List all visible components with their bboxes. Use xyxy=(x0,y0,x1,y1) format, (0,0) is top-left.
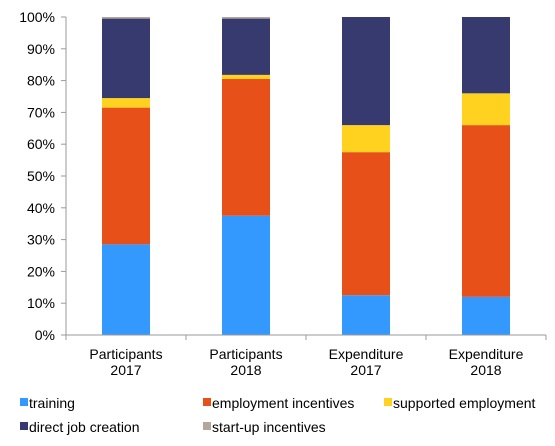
bar-segment-direct-job-creation-1 xyxy=(102,18,150,99)
bar-segment-supported-employment-1 xyxy=(102,98,150,108)
legend-label: start-up incentives xyxy=(212,419,326,435)
legend-swatch xyxy=(20,398,28,406)
bar-segment-direct-job-creation-4 xyxy=(462,17,510,94)
x-tick-label: Expenditure 2017 xyxy=(329,346,404,378)
x-tick-label: Participants 2018 xyxy=(209,346,282,378)
legend-entry-employment-incentives: employment incentives xyxy=(203,395,354,411)
bar-segment-supported-employment-3 xyxy=(342,125,390,153)
legend-entry-start-up-incentives: start-up incentives xyxy=(203,419,326,435)
y-tick-label: 100% xyxy=(19,9,55,25)
y-tick-label: 50% xyxy=(27,168,55,184)
legend-swatch xyxy=(203,422,211,430)
y-tick-label: 0% xyxy=(35,327,55,343)
bar-segment-employment-incentives-2 xyxy=(222,79,270,216)
legend-entry-direct-job-creation: direct job creation xyxy=(20,419,140,435)
bar-segment-training-1 xyxy=(102,244,150,335)
bar-segment-training-4 xyxy=(462,296,510,335)
bar-segment-direct-job-creation-2 xyxy=(222,18,270,75)
y-tick-label: 30% xyxy=(27,232,55,248)
bar-segment-employment-incentives-3 xyxy=(342,152,390,296)
legend-swatch xyxy=(203,398,211,406)
bar-segment-direct-job-creation-3 xyxy=(342,17,390,126)
bar-segment-employment-incentives-1 xyxy=(102,107,150,245)
bar-segment-start-up-incentives-2 xyxy=(222,17,270,19)
y-tick-label: 70% xyxy=(27,104,55,120)
bar-segment-employment-incentives-4 xyxy=(462,125,510,297)
legend-swatch xyxy=(20,422,28,430)
y-tick-label: 60% xyxy=(27,136,55,152)
axes-layer: 0% 10% 20% 30% 40% 50% 60% 70% 80% 90% 100% Partici… xyxy=(19,9,547,378)
y-tick-label: 80% xyxy=(27,73,55,89)
bar-segment-training-3 xyxy=(342,295,390,335)
bar-segment-supported-employment-2 xyxy=(222,74,270,80)
x-tick-label: Expenditure 2018 xyxy=(449,346,524,378)
y-tick-label: 20% xyxy=(27,263,55,279)
legend-entry-supported-employment: supported employment xyxy=(384,395,536,411)
bar-segment-training-2 xyxy=(222,215,270,335)
legend-label: employment incentives xyxy=(212,395,354,411)
legend-label: direct job creation xyxy=(29,419,140,435)
y-tick-label: 10% xyxy=(27,295,55,311)
y-tick-label: 40% xyxy=(27,200,55,216)
legend-label: training xyxy=(29,395,75,411)
legend-swatch xyxy=(384,398,392,406)
bars-layer xyxy=(102,17,510,335)
legend-label: supported employment xyxy=(393,395,536,411)
bar-segment-start-up-incentives-1 xyxy=(102,17,150,19)
legend: training employment incentives supported e… xyxy=(20,395,536,435)
legend-entry-training: training xyxy=(20,395,75,411)
x-tick-label: Participants 2017 xyxy=(89,346,162,378)
y-tick-label: 90% xyxy=(27,41,55,57)
bar-segment-supported-employment-4 xyxy=(462,93,510,126)
